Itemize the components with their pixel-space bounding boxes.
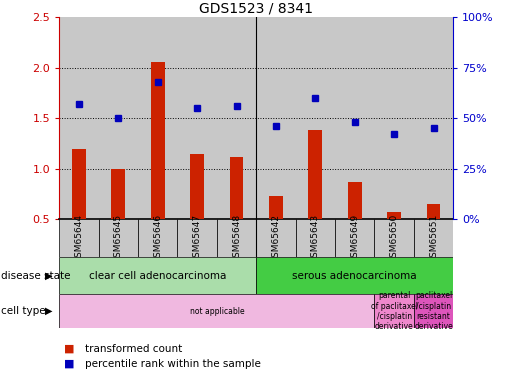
- Bar: [138, 17, 177, 219]
- Title: GDS1523 / 8341: GDS1523 / 8341: [199, 2, 313, 16]
- Bar: [217, 17, 256, 219]
- Bar: [414, 294, 453, 328]
- Bar: [374, 219, 414, 257]
- Text: percentile rank within the sample: percentile rank within the sample: [85, 359, 261, 369]
- Bar: [269, 196, 283, 219]
- Bar: [190, 154, 204, 219]
- Text: clear cell adenocarcinoma: clear cell adenocarcinoma: [89, 271, 227, 280]
- Text: ▶: ▶: [45, 306, 53, 316]
- Text: GSM65645: GSM65645: [114, 214, 123, 262]
- Bar: [230, 157, 244, 219]
- Text: serous adenocarcinoma: serous adenocarcinoma: [293, 271, 417, 280]
- Text: GSM65649: GSM65649: [350, 214, 359, 262]
- Text: cell type: cell type: [1, 306, 45, 316]
- Text: parental
of paclitaxel
/cisplatin
derivative: parental of paclitaxel /cisplatin deriva…: [371, 291, 418, 332]
- Bar: [308, 130, 322, 219]
- Text: GSM65651: GSM65651: [429, 213, 438, 263]
- Bar: [426, 204, 440, 219]
- Text: ▶: ▶: [45, 271, 53, 280]
- Bar: [177, 219, 217, 257]
- Bar: [374, 17, 414, 219]
- Text: GSM65647: GSM65647: [193, 214, 201, 262]
- Bar: [59, 294, 374, 328]
- Bar: [335, 219, 374, 257]
- Text: ■: ■: [64, 344, 75, 354]
- Text: GSM65644: GSM65644: [75, 214, 83, 262]
- Bar: [59, 219, 99, 257]
- Bar: [335, 17, 374, 219]
- Bar: [72, 148, 86, 219]
- Bar: [348, 182, 362, 219]
- Bar: [414, 219, 453, 257]
- Text: GSM65642: GSM65642: [271, 214, 280, 262]
- Text: GSM65648: GSM65648: [232, 214, 241, 262]
- Bar: [111, 169, 125, 219]
- Bar: [256, 17, 296, 219]
- Bar: [59, 257, 256, 294]
- Bar: [374, 294, 414, 328]
- Text: GSM65646: GSM65646: [153, 214, 162, 262]
- Bar: [256, 257, 453, 294]
- Bar: [177, 17, 217, 219]
- Bar: [387, 212, 401, 219]
- Text: not applicable: not applicable: [190, 307, 244, 316]
- Text: disease state: disease state: [1, 271, 70, 280]
- Bar: [99, 219, 138, 257]
- Bar: [98, 17, 138, 219]
- Bar: [256, 219, 296, 257]
- Bar: [138, 219, 177, 257]
- Bar: [296, 219, 335, 257]
- Bar: [217, 219, 256, 257]
- Text: transformed count: transformed count: [85, 344, 182, 354]
- Bar: [59, 17, 98, 219]
- Bar: [414, 17, 453, 219]
- Bar: [151, 62, 165, 219]
- Text: GSM65650: GSM65650: [390, 213, 399, 263]
- Bar: [296, 17, 335, 219]
- Text: ■: ■: [64, 359, 75, 369]
- Text: GSM65643: GSM65643: [311, 214, 320, 262]
- Text: paclitaxel
/cisplatin
resistant
derivative: paclitaxel /cisplatin resistant derivati…: [414, 291, 453, 332]
